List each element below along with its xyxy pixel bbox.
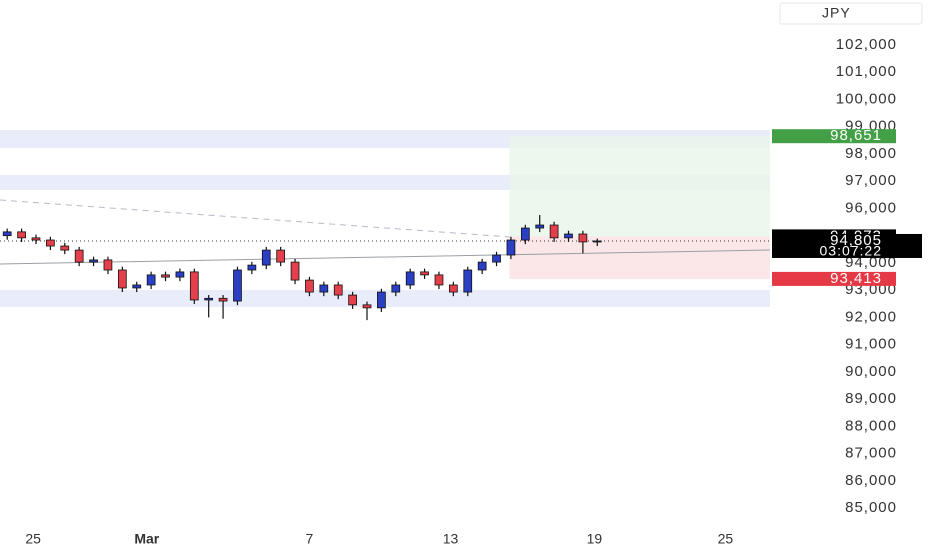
candle-body bbox=[204, 297, 214, 301]
candle-body bbox=[290, 261, 300, 281]
candle-body bbox=[405, 271, 415, 286]
y-tick-label: 100,000 bbox=[836, 90, 897, 107]
y-tick-label: 89,000 bbox=[845, 390, 897, 407]
candle-body bbox=[132, 284, 142, 289]
x-tick-label: 25 bbox=[25, 531, 41, 547]
candle-body bbox=[305, 279, 314, 293]
price-label-box bbox=[772, 233, 922, 258]
y-tick-label: 92,000 bbox=[845, 308, 897, 325]
candle-body bbox=[276, 249, 286, 263]
candle-body bbox=[261, 249, 271, 266]
candle-body bbox=[434, 274, 444, 286]
candle-body bbox=[175, 271, 185, 278]
y-tick-label: 85,000 bbox=[845, 499, 897, 516]
x-tick-label: 25 bbox=[718, 531, 734, 547]
price-label: 93,413 bbox=[830, 270, 882, 287]
y-tick-label: 87,000 bbox=[845, 445, 897, 462]
candle-body bbox=[391, 284, 401, 293]
candle-body bbox=[247, 264, 257, 271]
candle-body bbox=[161, 274, 170, 278]
candle-body bbox=[506, 239, 516, 256]
price-label-box bbox=[772, 129, 896, 144]
candle-body bbox=[17, 231, 26, 239]
candle-body bbox=[564, 233, 573, 239]
candle-body bbox=[146, 274, 156, 286]
candle-body bbox=[578, 233, 588, 243]
y-tick-label: 90,000 bbox=[845, 363, 897, 380]
y-tick-label: 96,000 bbox=[845, 199, 897, 216]
y-tick-label: 91,000 bbox=[845, 336, 897, 353]
y-tick-label: 97,000 bbox=[845, 172, 897, 189]
candle-body bbox=[420, 271, 429, 276]
candle-body bbox=[74, 249, 84, 263]
candle-body bbox=[218, 297, 228, 302]
y-tick-label: 86,000 bbox=[845, 472, 897, 489]
candle-body bbox=[233, 269, 242, 302]
candle-body bbox=[477, 261, 487, 271]
candle-body bbox=[549, 224, 559, 239]
candle-body bbox=[333, 284, 343, 296]
candle-body bbox=[592, 240, 602, 243]
candle-body bbox=[492, 254, 501, 263]
candle-body bbox=[189, 271, 199, 301]
dashed-trendline bbox=[0, 199, 511, 238]
candle-body bbox=[377, 291, 386, 309]
candle-body bbox=[520, 227, 530, 241]
price-label: 98,651 bbox=[830, 127, 882, 144]
x-tick-label: 7 bbox=[306, 531, 314, 547]
position-stop-zone bbox=[509, 236, 770, 279]
trendline bbox=[0, 249, 771, 265]
price-label: 94,805 bbox=[830, 232, 882, 249]
price-label-box bbox=[772, 271, 896, 286]
currency-label: JPY bbox=[822, 5, 851, 21]
y-tick-label: 88,000 bbox=[845, 417, 897, 434]
candle-body bbox=[535, 224, 545, 229]
y-tick-label: 94,000 bbox=[845, 254, 897, 271]
y-tick-label: 101,000 bbox=[836, 63, 897, 80]
currency-box[interactable] bbox=[779, 2, 923, 25]
candle-body bbox=[319, 284, 329, 293]
x-tick-label: 19 bbox=[587, 531, 603, 547]
y-tick-label: 98,000 bbox=[845, 145, 897, 162]
candle-body bbox=[362, 304, 372, 309]
candle-body bbox=[348, 294, 357, 306]
candle-body bbox=[117, 269, 127, 289]
x-tick-label: Mar bbox=[134, 531, 159, 547]
candle-body bbox=[103, 259, 113, 271]
position-target-zone bbox=[509, 136, 770, 237]
y-tick-label: 102,000 bbox=[836, 36, 897, 53]
candle-body bbox=[60, 245, 70, 251]
background-layer bbox=[0, 129, 770, 308]
countdown: 03:07:22 bbox=[820, 243, 883, 259]
candle-body bbox=[463, 269, 473, 293]
candle-body bbox=[31, 237, 41, 241]
candle-body bbox=[449, 284, 458, 293]
candle-body bbox=[89, 259, 98, 263]
x-tick-label: 13 bbox=[443, 531, 459, 547]
candle-body bbox=[2, 231, 12, 237]
candle-body bbox=[46, 239, 55, 247]
